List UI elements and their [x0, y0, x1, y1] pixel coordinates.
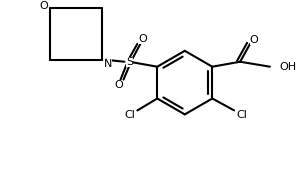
- Text: O: O: [138, 34, 147, 44]
- Text: Cl: Cl: [237, 110, 247, 120]
- Text: N: N: [103, 59, 112, 69]
- Text: Cl: Cl: [124, 110, 135, 120]
- Text: O: O: [40, 1, 48, 11]
- Text: O: O: [114, 80, 123, 90]
- Text: O: O: [250, 35, 258, 45]
- Text: S: S: [126, 57, 133, 67]
- Text: OH: OH: [280, 62, 297, 72]
